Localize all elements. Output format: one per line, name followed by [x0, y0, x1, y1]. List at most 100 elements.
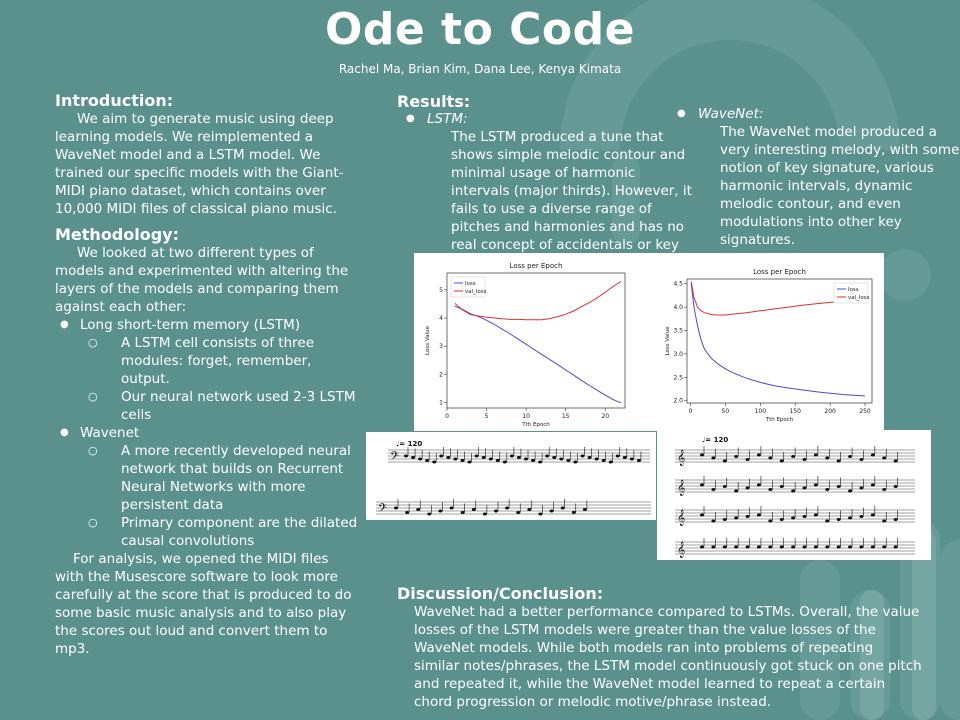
- note-head: [848, 516, 853, 520]
- note-head: [587, 456, 592, 459]
- introduction-text: We aim to generate music using deep lear…: [55, 111, 344, 217]
- legend-label: loss: [848, 287, 859, 293]
- note-head: [825, 519, 830, 523]
- methodology-list: Long short-term memory (LSTM) A LSTM cel…: [55, 316, 360, 550]
- methodology-text: We looked at two different types of mode…: [55, 245, 349, 315]
- tempo-marking: ♩= 120: [702, 436, 728, 444]
- note-head: [608, 460, 613, 464]
- left-column: Introduction: We aim to generate music u…: [55, 92, 360, 658]
- note-head: [893, 485, 898, 488]
- x-tick-label: 0: [445, 413, 449, 420]
- note-head: [882, 456, 887, 460]
- note-head: [416, 508, 421, 511]
- note-head: [622, 456, 627, 459]
- note-head: [848, 455, 853, 458]
- treble-clef-icon: 𝄞: [677, 480, 685, 496]
- y-axis-label: Loss Value: [425, 325, 431, 355]
- note-head: [700, 483, 704, 487]
- introduction-heading: Introduction:: [55, 91, 174, 110]
- note-head: [756, 483, 761, 487]
- y-tick-label: 1: [439, 399, 443, 406]
- note-head: [559, 457, 564, 461]
- note-head: [802, 486, 807, 490]
- wavenet-result-text: The WaveNet model produced a very intere…: [720, 124, 960, 248]
- note-head: [502, 460, 507, 464]
- note-head: [870, 545, 875, 549]
- note-head: [779, 459, 784, 463]
- x-tick-label: 0: [689, 408, 693, 415]
- note-head: [439, 454, 444, 458]
- y-tick-label: 3: [439, 343, 443, 350]
- x-axis-label: Tth Epoch: [521, 422, 550, 428]
- results-wavenet: WaveNet: The WaveNet model produced a ve…: [668, 105, 960, 249]
- note-head: [836, 459, 841, 463]
- note-head: [768, 488, 773, 491]
- y-tick-label: 2.5: [673, 374, 683, 381]
- note-head: [711, 519, 716, 523]
- note-head: [734, 489, 739, 493]
- note-head: [601, 459, 606, 462]
- note-head: [882, 519, 887, 523]
- note-head: [734, 455, 739, 458]
- legend-label: val_loss: [848, 295, 870, 301]
- note-head: [893, 545, 898, 549]
- note-head: [427, 512, 432, 516]
- note-head: [893, 459, 898, 463]
- note-head: [636, 459, 641, 462]
- authors: Rachel Ma, Brian Kim, Dana Lee, Kenya Ki…: [338, 62, 622, 76]
- note-head: [859, 458, 864, 461]
- note-head: [836, 485, 841, 488]
- note-head: [418, 457, 423, 461]
- treble-clef-icon: 𝄞: [677, 510, 685, 526]
- note-head: [405, 511, 410, 514]
- series-line-val-loss: [454, 280, 622, 321]
- lstm-label: LSTM:: [397, 110, 697, 128]
- note-head: [882, 545, 887, 549]
- discussion-text: WaveNet had a better performance compare…: [414, 604, 922, 710]
- note-head: [594, 457, 599, 461]
- note-head: [870, 453, 875, 457]
- note-head: [552, 456, 557, 459]
- note-head: [756, 453, 761, 457]
- x-tick-label: 250: [859, 408, 871, 415]
- y-tick-label: 2: [439, 371, 443, 378]
- note-head: [791, 455, 796, 458]
- note-head: [700, 453, 704, 457]
- note-head: [449, 506, 454, 510]
- note-head: [745, 486, 750, 490]
- note-head: [813, 483, 818, 487]
- wavenet-score: ♩= 120 𝄞 𝄞 𝄞 𝄞: [657, 430, 931, 560]
- note-head: [471, 508, 476, 511]
- note-head: [516, 456, 521, 459]
- chart-title: Loss per Epoch: [510, 262, 563, 270]
- x-tick-label: 200: [824, 408, 836, 415]
- note-head: [859, 515, 864, 518]
- note-head: [580, 454, 585, 458]
- note-head: [488, 457, 493, 461]
- note-head: [494, 509, 498, 513]
- treble-clef-icon: 𝄞: [677, 450, 685, 466]
- note-head: [404, 454, 408, 458]
- note-head: [453, 457, 458, 461]
- note-head: [432, 460, 437, 464]
- results-lstm: LSTM: The LSTM produced a tune that show…: [397, 110, 697, 272]
- note-head: [882, 488, 887, 491]
- note-head: [836, 545, 841, 549]
- bass-clef-icon: 𝄢: [378, 502, 387, 518]
- note-head: [734, 545, 739, 549]
- note-head: [411, 456, 416, 459]
- note-head: [859, 486, 864, 490]
- note-head: [711, 456, 716, 460]
- x-tick-label: 5: [485, 413, 489, 420]
- note-head: [545, 454, 550, 458]
- wavenet-label: WaveNet:: [668, 105, 960, 123]
- treble-clef-icon: 𝄞: [677, 542, 685, 558]
- note-head: [700, 513, 704, 517]
- legend-label: loss: [465, 281, 476, 287]
- note-head: [722, 545, 727, 549]
- analysis-text: For analysis, we opened the MIDI files w…: [55, 551, 352, 657]
- note-head: [573, 460, 578, 464]
- list-subitem: Our neural network used 2-3 LSTM cells: [55, 388, 360, 424]
- list-subitem: A LSTM cell consists of three modules: f…: [55, 334, 360, 388]
- x-tick-label: 100: [755, 408, 767, 415]
